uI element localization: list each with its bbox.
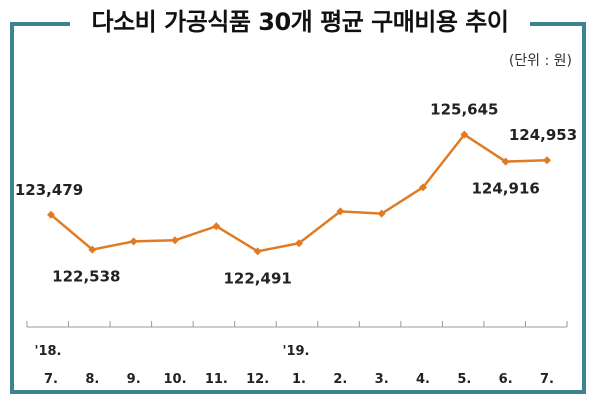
data-label: 124,953 xyxy=(509,126,577,144)
year-label: '19. xyxy=(282,344,309,359)
data-point xyxy=(377,209,386,218)
frame-top-left xyxy=(10,22,70,26)
chart-title-text: 다소비 가공식품 30개 평균 구매비용 추이 xyxy=(83,8,517,36)
x-tick-label: 3. xyxy=(375,372,389,387)
data-point xyxy=(88,245,97,254)
x-tick-label: 9. xyxy=(127,372,141,387)
x-tick-label: 8. xyxy=(85,372,99,387)
frame-top-right xyxy=(530,22,586,26)
data-label: 124,916 xyxy=(472,180,540,198)
data-point xyxy=(212,222,221,231)
x-tick-label: 2. xyxy=(333,372,347,387)
data-label: 122,491 xyxy=(224,269,292,287)
data-label: 122,538 xyxy=(52,268,120,286)
data-point xyxy=(336,207,345,216)
data-point xyxy=(460,130,469,139)
data-label: 123,479 xyxy=(15,181,83,199)
chart-frame xyxy=(10,24,586,394)
x-tick-label: 11. xyxy=(205,372,228,387)
unit-label: (단위 : 원) xyxy=(508,53,572,69)
data-point xyxy=(129,237,138,246)
x-tick-label: 10. xyxy=(163,372,186,387)
x-tick-label: 1. xyxy=(292,372,306,387)
x-tick-label: 4. xyxy=(416,372,430,387)
data-point xyxy=(543,156,551,165)
data-point xyxy=(47,210,55,219)
data-point xyxy=(171,236,179,245)
data-point xyxy=(501,157,510,166)
data-point xyxy=(253,247,262,256)
x-tick-label: 7. xyxy=(44,372,58,387)
year-label: '18. xyxy=(34,344,61,359)
x-tick-label: 5. xyxy=(457,372,471,387)
data-point xyxy=(295,239,303,248)
chart-title: 다소비 가공식품 30개 평균 구매비용 추이 xyxy=(0,2,600,37)
data-label: 125,645 xyxy=(430,101,498,119)
data-point xyxy=(419,183,427,192)
x-tick-label: 6. xyxy=(499,372,513,387)
x-tick-label: 12. xyxy=(246,372,269,387)
x-tick-label: 7. xyxy=(540,372,554,387)
